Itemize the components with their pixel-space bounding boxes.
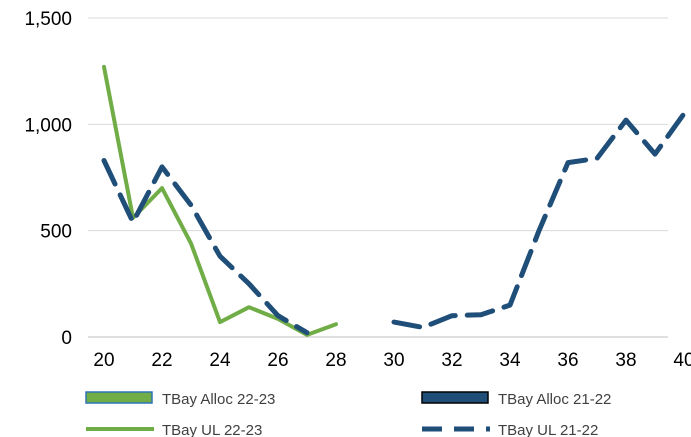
y-tick-label: 0 [61, 328, 72, 349]
x-tick-label: 40 [673, 350, 691, 371]
legend-label: TBay Alloc 22-23 [162, 391, 275, 408]
legend-label: TBay UL 22-23 [162, 422, 262, 437]
series-lines [101, 64, 687, 337]
legend-swatch [85, 391, 153, 404]
x-tick-label: 38 [615, 350, 636, 371]
y-tick-label: 1,500 [24, 9, 72, 30]
y-tick-label: 1,000 [24, 115, 72, 136]
series-line [102, 64, 338, 337]
legend-label: TBay UL 21-22 [498, 422, 598, 437]
legend-item: TBay UL 21-22 [422, 422, 598, 437]
x-tick-label: 34 [499, 350, 521, 371]
x-tick-label: 24 [209, 350, 231, 371]
x-tick-label: 28 [325, 350, 346, 371]
series-tbay-ul-22-23 [102, 64, 338, 337]
x-tick-label: 22 [151, 350, 172, 371]
legend-item: TBay Alloc 21-22 [421, 391, 611, 408]
y-axis-tick-labels: 0 500 1,000 1,500 [24, 9, 72, 349]
gridlines [88, 17, 668, 338]
legend-item: TBay UL 22-23 [86, 422, 262, 437]
x-tick-label: 20 [93, 350, 114, 371]
legend-swatch [421, 391, 489, 404]
x-axis-tick-labels: 20 22 24 26 28 30 32 34 36 38 40 [93, 350, 691, 371]
series-line [101, 158, 310, 336]
x-tick-label: 36 [557, 350, 578, 371]
series-tbay-ul-21-22 [101, 111, 687, 336]
series-line [391, 111, 687, 330]
x-tick-label: 32 [441, 350, 462, 371]
legend: TBay Alloc 22-23 TBay Alloc 21-22 TBay UL … [85, 391, 611, 437]
legend-item: TBay Alloc 22-23 [85, 391, 275, 408]
x-tick-label: 26 [267, 350, 288, 371]
legend-label: TBay Alloc 21-22 [498, 391, 611, 408]
y-tick-label: 500 [40, 222, 72, 243]
x-tick-label: 30 [383, 350, 404, 371]
